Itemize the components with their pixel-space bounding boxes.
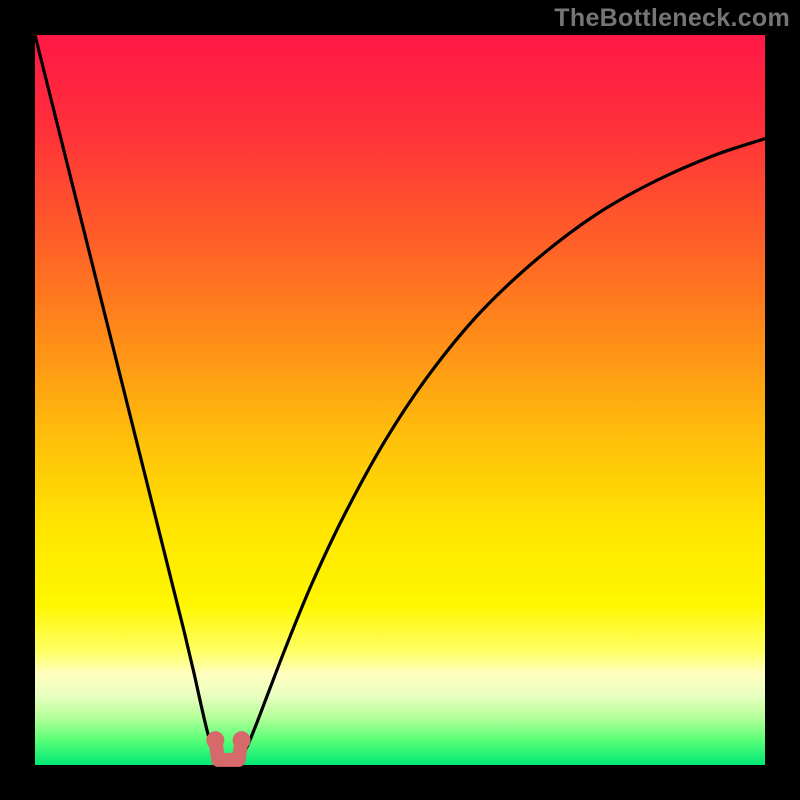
gradient-plot-area: [35, 35, 765, 765]
dip-marker-dot-0: [206, 731, 224, 749]
watermark-text: TheBottleneck.com: [554, 4, 790, 33]
chart-stage: TheBottleneck.com: [0, 0, 800, 800]
chart-svg: [0, 0, 800, 800]
dip-marker-dot-1: [233, 731, 251, 749]
